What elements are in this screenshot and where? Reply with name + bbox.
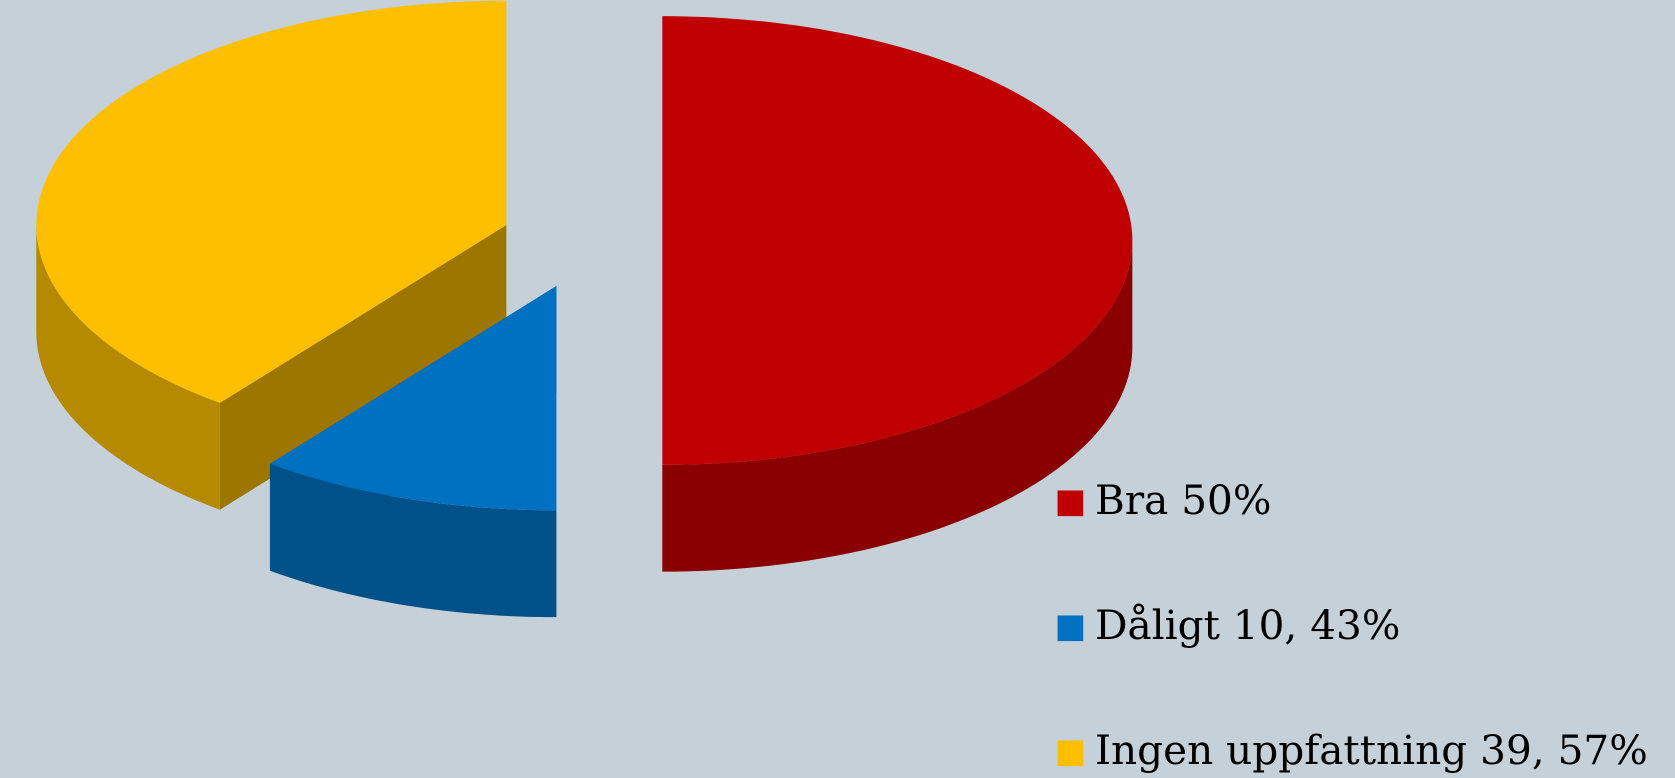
legend-label: Dåligt 10, 43% <box>1095 601 1401 649</box>
legend-swatch <box>1057 490 1084 517</box>
legend-label: Bra 50% <box>1095 476 1272 524</box>
pie-slice <box>269 286 557 618</box>
slice-top <box>36 0 507 403</box>
legend-swatch <box>1057 615 1084 642</box>
slice-radial-side <box>219 225 507 510</box>
slice-top <box>269 286 557 511</box>
legend-label: Ingen uppfattning 39, 57% <box>1095 726 1648 774</box>
pie-slice <box>36 0 507 510</box>
slice-top <box>662 16 1133 465</box>
slice-outer-side <box>36 225 220 510</box>
slice-outer-side <box>662 240 1133 572</box>
legend-swatch <box>1057 740 1084 767</box>
pie-slice <box>662 16 1133 572</box>
slice-outer-side <box>269 463 557 618</box>
